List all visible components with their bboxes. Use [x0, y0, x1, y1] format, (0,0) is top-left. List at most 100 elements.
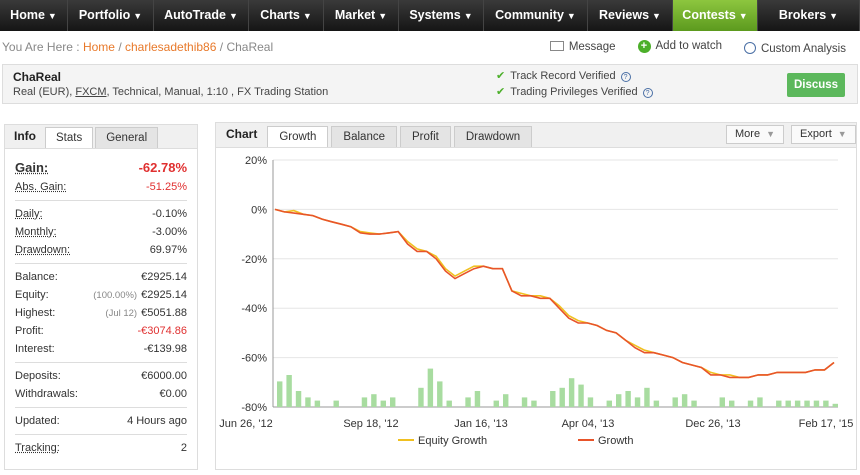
volume-bar — [531, 400, 537, 407]
withdrawals-label: Withdrawals: — [15, 388, 78, 400]
top-actions: Message + Add to watch Custom Analysis — [549, 40, 846, 55]
legend-equity-growth: Equity Growth — [418, 435, 487, 447]
tab-balance[interactable]: Balance — [331, 126, 397, 147]
volume-bar — [305, 397, 311, 407]
tracking-link[interactable]: Tracking: — [15, 442, 60, 454]
custom-analysis-button[interactable]: Custom Analysis — [743, 40, 846, 55]
legend-growth: Growth — [598, 435, 633, 447]
profit-label: Profit: — [15, 325, 44, 337]
balance-row: Balance: €2925.14 — [15, 268, 187, 286]
nav-item-market[interactable]: Market ▼ — [324, 0, 399, 31]
tab-drawdown[interactable]: Drawdown — [453, 126, 533, 147]
nav-item-label: Charts — [260, 8, 300, 22]
plus-icon: + — [637, 40, 651, 53]
deposits-row: Deposits: €6000.00 — [15, 367, 187, 385]
equity-value: €2925.14 — [141, 289, 187, 301]
export-dropdown[interactable]: Export ▼ — [791, 125, 856, 144]
volume-bar — [634, 397, 641, 407]
nav-item-portfolio[interactable]: Portfolio ▼ — [68, 0, 154, 31]
volume-bar — [361, 397, 368, 407]
volume-bar — [446, 400, 452, 407]
balance-label: Balance: — [15, 271, 58, 283]
x-tick-label: Sep 18, '12 — [343, 418, 398, 430]
tab-growth[interactable]: Growth — [267, 126, 329, 147]
nav-item-reviews[interactable]: Reviews ▼ — [588, 0, 673, 31]
monthly-value: -3.00% — [152, 226, 187, 238]
help-icon[interactable]: ? — [620, 72, 631, 82]
growth-chart: 20% 0% -20% -40% -60% -80% Jun 26, '12 Sep 18, … — [219, 155, 853, 447]
volume-bar — [606, 400, 612, 407]
system-name: ChaReal — [13, 70, 62, 84]
trading-privileges-label: Trading Privileges Verified — [510, 86, 638, 98]
system-header: ChaReal Real (EUR), FXCM, Technical, Man… — [2, 64, 858, 104]
tab-stats[interactable]: Stats — [45, 127, 94, 148]
discuss-button[interactable]: Discuss — [787, 73, 845, 97]
volume-bar — [832, 403, 838, 407]
caret-down-icon: ▼ — [47, 11, 57, 21]
volume-bar — [277, 381, 283, 407]
drawdown-label: Drawdown: — [15, 244, 71, 256]
volume-bar — [785, 400, 791, 407]
system-description: Real (EUR), FXCM, Technical, Manual, 1:1… — [13, 86, 328, 98]
more-dropdown[interactable]: More ▼ — [726, 125, 784, 144]
volume-bar — [427, 368, 434, 407]
nav-item-systems[interactable]: Systems ▼ — [399, 0, 484, 31]
highest-date: (Jul 12) — [105, 308, 138, 319]
volume-bar — [729, 400, 735, 407]
volume-bar — [616, 394, 622, 407]
breadcrumb-user-link[interactable]: charlesadethib86 — [125, 40, 217, 54]
breadcrumb-home-link[interactable]: Home — [82, 40, 115, 54]
main-nav: Home ▼ Portfolio ▼ AutoTrade ▼ Charts ▼ Market ▼ S… — [0, 0, 860, 31]
nav-item-community[interactable]: Community ▼ — [484, 0, 588, 31]
check-icon: ✔ — [496, 70, 506, 82]
caret-down-icon: ▼ — [302, 11, 312, 21]
custom-analysis-label: Custom Analysis — [760, 43, 846, 55]
x-tick-label: Dec 26, '13 — [685, 418, 740, 430]
nav-item-label: Home — [10, 8, 45, 22]
volume-bar — [719, 397, 725, 407]
gain-value: -62.78% — [138, 160, 187, 175]
caret-down-icon: ▼ — [566, 11, 576, 21]
volume-bar — [804, 400, 810, 407]
updated-row: Updated: 4 Hours ago — [15, 412, 187, 430]
monthly-row: Monthly: -3.00% — [15, 223, 187, 241]
nav-item-brokers[interactable]: Brokers ▼ — [758, 0, 860, 31]
nav-item-label: AutoTrade — [164, 8, 226, 22]
broker-link[interactable]: FXCM — [75, 86, 107, 98]
drawdown-row: Drawdown: 69.97% — [15, 241, 187, 259]
nav-item-home[interactable]: Home ▼ — [0, 0, 68, 31]
trading-privileges-verified: ✔ Trading Privileges Verified? — [496, 85, 653, 98]
highest-row: Highest: (Jul 12) €5051.88 — [15, 304, 187, 322]
help-icon[interactable]: ? — [642, 88, 653, 98]
nav-item-contests[interactable]: Contests ▼ — [673, 0, 758, 31]
clock-icon — [743, 42, 756, 54]
tab-general[interactable]: General — [95, 127, 159, 148]
nav-item-autotrade[interactable]: AutoTrade ▼ — [154, 0, 249, 31]
daily-row: Daily: -0.10% — [15, 205, 187, 223]
info-tabs: Info Stats General — [5, 125, 197, 149]
volume-bar — [503, 394, 509, 407]
chart-title: Chart — [226, 127, 258, 141]
volume-bar — [794, 400, 801, 407]
nav-item-label: Portfolio — [78, 8, 131, 22]
volume-bar — [672, 397, 678, 407]
volume-bar — [380, 400, 386, 407]
y-tick-label: 20% — [245, 155, 267, 167]
nav-item-label: Brokers — [778, 8, 827, 22]
volume-bar — [418, 387, 424, 407]
nav-item-charts[interactable]: Charts ▼ — [249, 0, 324, 31]
add-to-watch-button[interactable]: + Add to watch — [637, 40, 722, 55]
volume-bar — [625, 391, 631, 407]
tab-profit[interactable]: Profit — [399, 126, 451, 147]
equity-growth-line — [274, 208, 835, 379]
volume-bar — [295, 391, 302, 407]
volume-bar — [568, 378, 575, 407]
interest-label: Interest: — [15, 343, 55, 355]
check-icon: ✔ — [496, 86, 506, 98]
daily-value: -0.10% — [152, 208, 187, 220]
highest-value: €5051.88 — [141, 307, 187, 319]
profit-row: Profit: -€3074.86 — [15, 322, 187, 340]
message-button[interactable]: Message — [549, 40, 616, 55]
interest-row: Interest: -€139.98 — [15, 340, 187, 358]
daily-label: Daily: — [15, 208, 43, 220]
